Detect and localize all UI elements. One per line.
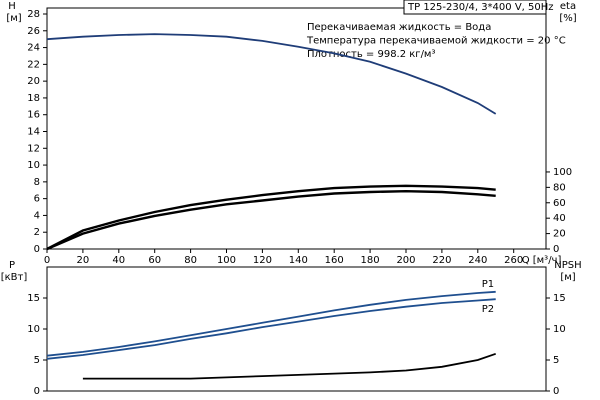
x-tick-label: 220	[432, 255, 451, 266]
plot-frame	[46, 266, 547, 392]
curve	[46, 290, 496, 357]
x-tick-label: 20	[77, 255, 90, 266]
annotation: Температура перекачиваемой жидкости = 20…	[306, 36, 566, 47]
y2-axis-label: eta	[560, 1, 576, 12]
x-axis-label: Q [м³/ч]	[522, 255, 562, 266]
y-tick-label: 16	[27, 110, 40, 121]
y-tick-label: 6	[34, 194, 40, 205]
y2-tick-label: 10	[553, 324, 566, 335]
curve	[82, 352, 496, 380]
annotation: Плотность = 998.2 кг/м³	[307, 49, 436, 60]
y2-tick-label: 40	[553, 213, 566, 224]
y2-tick-label: 5	[553, 355, 559, 366]
chart-title: TP 125-230/4, 3*400 V, 50Hz	[407, 2, 554, 13]
x-tick-label: 0	[44, 255, 50, 266]
y2-axis-unit: [%]	[559, 13, 576, 24]
y-tick-label: 26	[27, 26, 40, 37]
y-tick-label: 18	[27, 93, 40, 104]
annotation: Перекачиваемая жидкость = Вода	[307, 22, 491, 33]
x-tick-label: 40	[112, 255, 125, 266]
y-tick-label: 5	[34, 355, 40, 366]
y2-axis-unit: [м]	[560, 272, 575, 283]
y-tick-label: 10	[27, 324, 40, 335]
y2-tick-label: 0	[553, 386, 559, 397]
x-tick-label: 200	[396, 255, 415, 266]
y-tick-label: 0	[34, 244, 40, 255]
y-tick-label: 4	[34, 210, 40, 221]
x-tick-label: 100	[217, 255, 236, 266]
curve	[46, 33, 497, 115]
title-box	[403, 0, 547, 15]
x-tick-label: 160	[325, 255, 344, 266]
x-tick-label: 60	[148, 255, 161, 266]
y2-tick-label: 20	[553, 229, 566, 240]
y-axis-unit: [м]	[6, 13, 21, 24]
x-tick-label: 80	[184, 255, 197, 266]
plot-frame	[46, 7, 547, 250]
y-tick-label: 14	[27, 127, 40, 138]
y-axis-unit: [кВт]	[1, 272, 28, 283]
curve	[46, 189, 496, 251]
curve	[46, 298, 496, 360]
y-tick-label: 0	[34, 386, 40, 397]
y-tick-label: 12	[27, 143, 40, 154]
y-tick-label: 22	[27, 59, 40, 70]
x-tick-label: 180	[361, 255, 380, 266]
series-label: P2	[482, 304, 494, 315]
y-tick-label: 15	[27, 293, 40, 304]
x-tick-label: 140	[289, 255, 308, 266]
y-axis-label: P	[9, 260, 15, 271]
y-tick-label: 20	[27, 76, 40, 87]
y2-tick-label: 15	[553, 293, 566, 304]
y-tick-label: 2	[34, 227, 40, 238]
y2-tick-label: 80	[553, 182, 566, 193]
curve	[46, 184, 496, 251]
x-tick-label: 120	[253, 255, 272, 266]
y2-axis-label: NPSH	[554, 260, 581, 271]
series-label: P1	[482, 279, 494, 290]
x-tick-label: 240	[468, 255, 487, 266]
y2-tick-label: 0	[553, 244, 559, 255]
y-tick-label: 28	[27, 9, 40, 20]
y-tick-label: 8	[34, 177, 40, 188]
y2-tick-label: 60	[553, 198, 566, 209]
y-axis-label: H	[8, 1, 16, 12]
x-tick-label: 260	[504, 255, 523, 266]
y-tick-label: 24	[27, 43, 40, 54]
y2-tick-label: 100	[553, 167, 572, 178]
y-tick-label: 10	[27, 160, 40, 171]
